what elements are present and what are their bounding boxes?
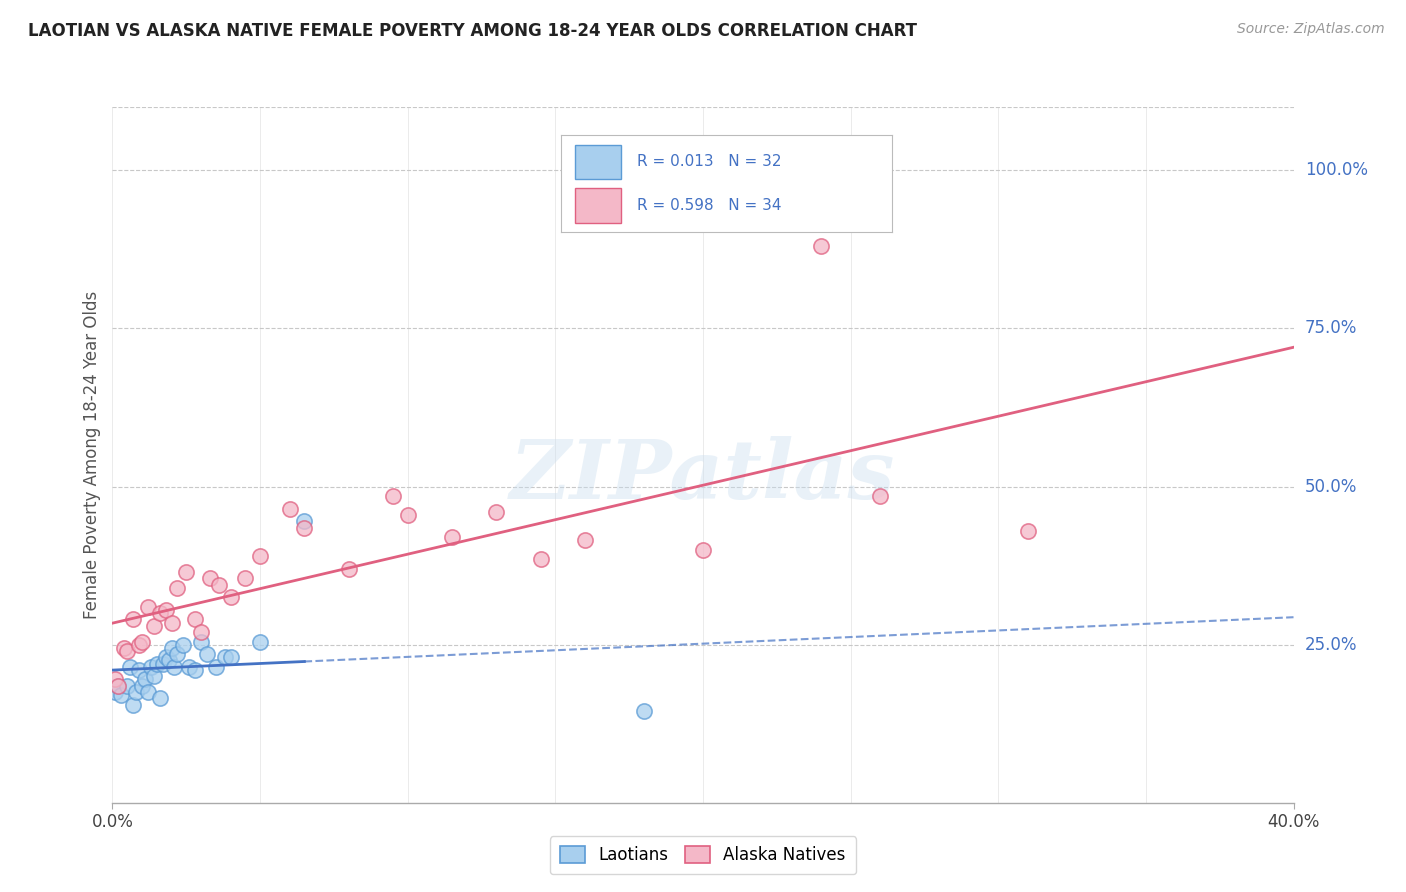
Point [179,660,201,674]
Point [146,657,169,671]
Point [142,669,165,683]
Point [278,501,301,516]
Point [1017,524,1039,538]
Point [172,638,194,652]
Text: 100.0%: 100.0% [1305,161,1368,179]
Point [869,489,891,503]
Point [292,514,315,528]
Point [166,647,188,661]
Point [107,679,129,693]
Point [104,685,127,699]
Point [160,640,183,655]
Point [142,618,165,632]
Point [208,577,231,591]
Text: ZIPatlas: ZIPatlas [510,436,896,516]
Point [163,660,186,674]
Point [190,634,212,648]
Point [104,673,127,687]
Point [214,650,236,665]
Text: Source: ZipAtlas.com: Source: ZipAtlas.com [1237,22,1385,37]
Point [190,625,212,640]
Point [184,663,207,677]
Point [139,660,162,674]
Point [128,663,150,677]
Point [198,571,221,585]
Point [441,530,464,544]
Text: 25.0%: 25.0% [1305,636,1357,654]
Point [574,533,596,548]
Point [134,673,156,687]
Point [136,685,159,699]
Point [219,650,242,665]
Point [125,685,148,699]
Point [249,549,271,563]
Text: 50.0%: 50.0% [1305,477,1357,496]
Point [131,679,153,693]
Point [149,606,172,620]
Point [152,657,174,671]
Text: LAOTIAN VS ALASKA NATIVE FEMALE POVERTY AMONG 18-24 YEAR OLDS CORRELATION CHART: LAOTIAN VS ALASKA NATIVE FEMALE POVERTY … [28,22,917,40]
Point [136,599,159,614]
Point [205,660,228,674]
Point [149,691,172,706]
Text: 75.0%: 75.0% [1305,319,1357,337]
Point [110,688,132,702]
Point [128,638,150,652]
Point [117,679,138,693]
Point [485,505,508,519]
Point [157,653,180,667]
Point [337,562,360,576]
Point [529,552,551,566]
Point [184,612,207,626]
Point [107,679,129,693]
Point [174,565,197,579]
Point [166,581,188,595]
Point [160,615,183,630]
Point [131,634,153,648]
Point [117,644,138,658]
Point [692,542,714,557]
Point [219,591,242,605]
Point [120,660,142,674]
Point [122,612,145,626]
Point [195,647,218,661]
Point [112,640,135,655]
Point [633,704,655,718]
Point [122,698,145,712]
Point [155,650,177,665]
Legend: Laotians, Alaska Natives: Laotians, Alaska Natives [550,837,856,874]
Point [155,603,177,617]
Point [382,489,405,503]
Point [249,634,271,648]
Point [810,239,832,253]
Point [396,508,419,522]
Point [233,571,256,585]
Point [292,521,315,535]
Y-axis label: Female Poverty Among 18-24 Year Olds: Female Poverty Among 18-24 Year Olds [83,291,101,619]
